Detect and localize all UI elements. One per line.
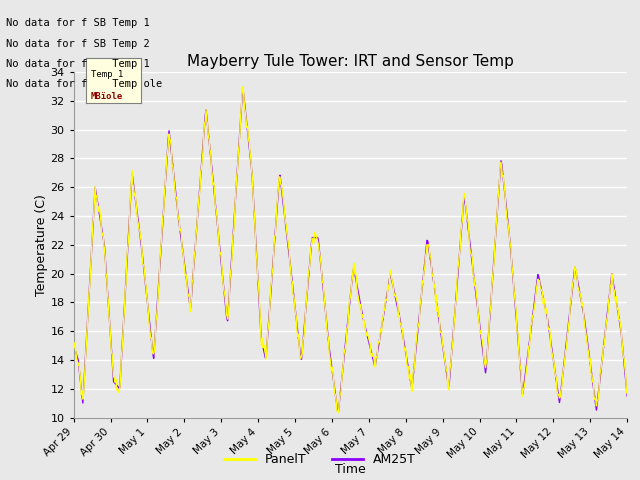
X-axis label: Time: Time — [335, 463, 366, 476]
Text: No data for f    Temp 1: No data for f Temp 1 — [6, 59, 150, 69]
Y-axis label: Temperature (C): Temperature (C) — [35, 194, 47, 296]
Text: MBïole: MBïole — [91, 92, 123, 101]
Text: No data for f SB Temp 2: No data for f SB Temp 2 — [6, 38, 150, 48]
Text: No data for f SB Temp 1: No data for f SB Temp 1 — [6, 18, 150, 28]
Text: No data for f    Temp ole: No data for f Temp ole — [6, 79, 163, 89]
Title: Mayberry Tule Tower: IRT and Sensor Temp: Mayberry Tule Tower: IRT and Sensor Temp — [187, 54, 514, 70]
Text: Temp 1: Temp 1 — [91, 70, 123, 79]
Legend: PanelT, AM25T: PanelT, AM25T — [219, 448, 421, 471]
